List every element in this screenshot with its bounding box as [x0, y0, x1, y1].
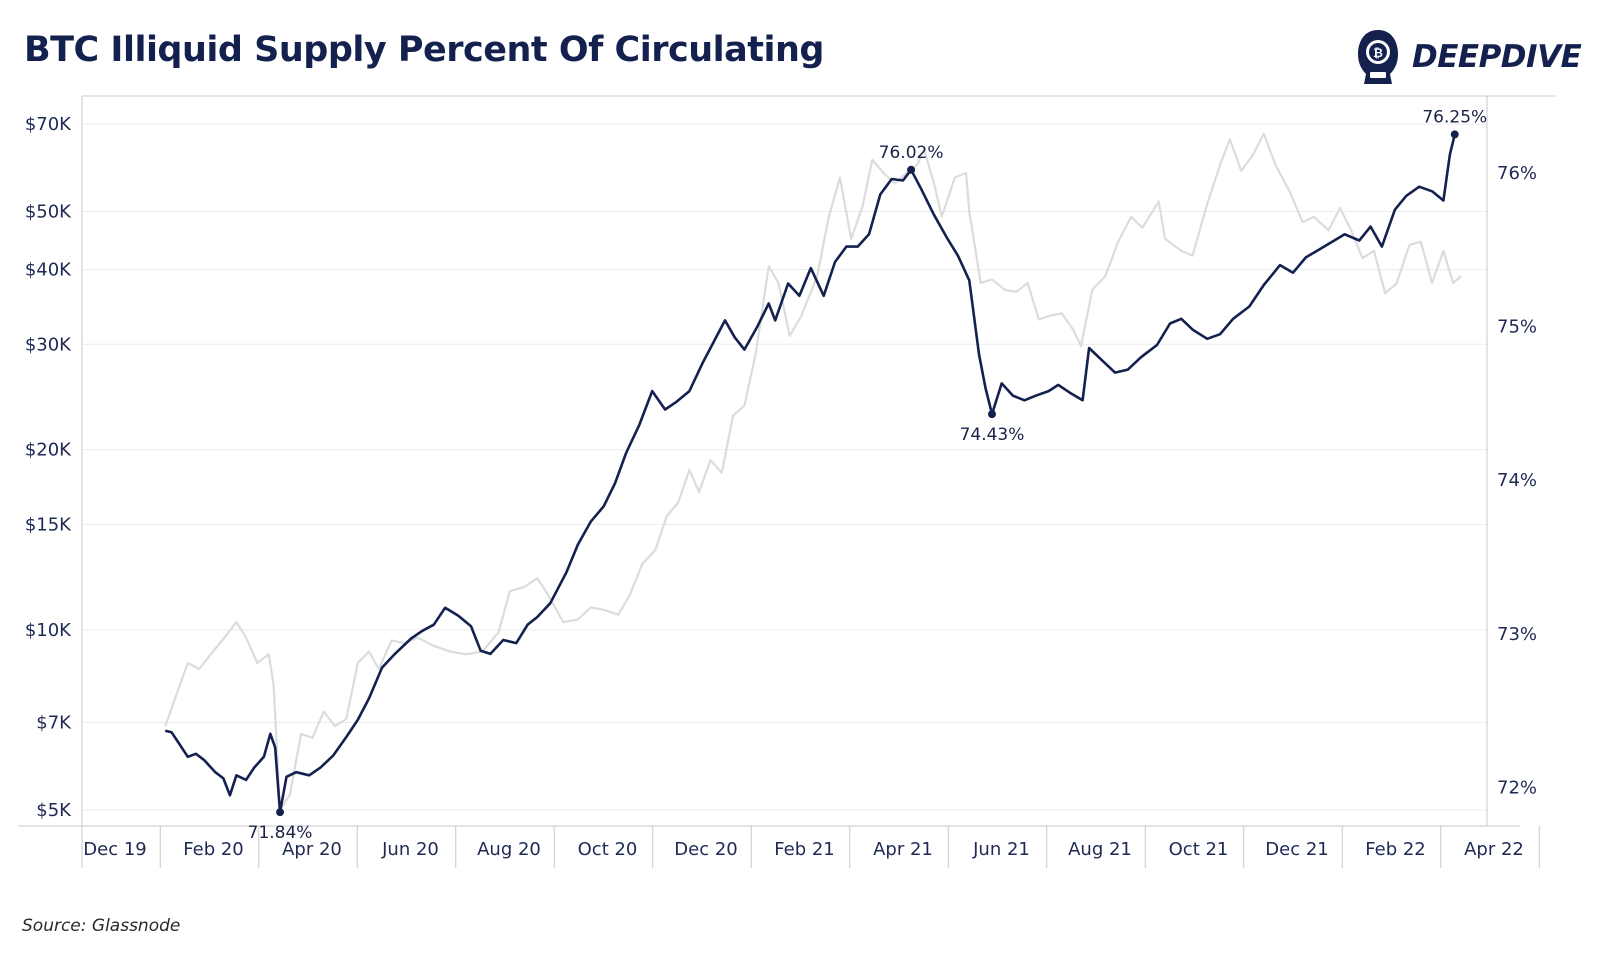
x-tick-label: Jun 21: [972, 839, 1030, 860]
source-note: Source: Glassnode: [22, 916, 181, 936]
x-tick-label: Oct 20: [578, 839, 638, 860]
y-left-tick-label: $15K: [25, 514, 72, 535]
y-right-tick-label: 75%: [1497, 317, 1537, 338]
price-series: [164, 132, 1462, 812]
annotation-marker: [1450, 130, 1459, 139]
data-labels: 71.84% 76.02% 74.43% 76.25%: [248, 107, 1488, 843]
logo-text: DEEPDIVE: [1412, 39, 1582, 75]
y-left-tick-label: $20K: [25, 440, 72, 461]
illiquid-supply-line: [164, 134, 1457, 814]
y-left-tick-label: $50K: [25, 202, 72, 223]
annotation-marker: [907, 165, 916, 174]
annotation-label: 76.02%: [879, 143, 944, 163]
x-tick-label: Aug 21: [1068, 839, 1132, 860]
illiquid-supply-series: [164, 134, 1457, 814]
diving-helmet-icon: ₿: [1358, 30, 1398, 84]
x-tick-label: Feb 22: [1365, 839, 1426, 860]
annotation-marker: [276, 808, 285, 817]
y-left-tick-label: $30K: [25, 334, 72, 355]
x-tick-label: Apr 22: [1464, 839, 1524, 860]
deepdive-logo: ₿ DEEPDIVE: [1356, 26, 1582, 88]
y-left-tick-label: $10K: [25, 620, 72, 641]
btc-price-line: [164, 132, 1462, 812]
x-tick-label: Jun 20: [381, 839, 439, 860]
annotation-marker: [987, 410, 996, 419]
annotation-label: 71.84%: [248, 823, 313, 843]
y-left-tick-label: $7K: [36, 712, 72, 733]
x-tick-label: Apr 21: [873, 839, 933, 860]
x-tick-label: Dec 19: [83, 839, 146, 860]
annotation-label: 76.25%: [1422, 107, 1487, 127]
x-tick-label: Feb 20: [183, 839, 244, 860]
x-tick-label: Oct 21: [1169, 839, 1229, 860]
chart-title: BTC Illiquid Supply Percent Of Circulati…: [24, 30, 824, 70]
y-left-tick-label: $5K: [36, 800, 72, 821]
y-left-tick-label: $70K: [25, 114, 72, 135]
x-tick-label: Feb 21: [774, 839, 835, 860]
x-tick-label: Dec 20: [674, 839, 737, 860]
y-left-tick-label: $40K: [25, 260, 72, 281]
y-right-tick-label: 76%: [1497, 163, 1537, 184]
y-right-tick-label: 73%: [1497, 624, 1537, 645]
x-tick-label: Aug 20: [477, 839, 541, 860]
svg-text:₿: ₿: [1373, 46, 1383, 60]
axes: $5K $7K $10K $15K $20K $30K $40K $50K $70K 72% 73%…: [18, 95, 1555, 868]
gridlines: [82, 123, 1487, 811]
y-right-tick-label: 72%: [1497, 778, 1537, 799]
x-tick-label: Dec 21: [1265, 839, 1328, 860]
y-right-tick-label: 74%: [1497, 470, 1537, 491]
annotation-label: 74.43%: [960, 425, 1025, 445]
x-tick-label: Apr 20: [282, 839, 342, 860]
